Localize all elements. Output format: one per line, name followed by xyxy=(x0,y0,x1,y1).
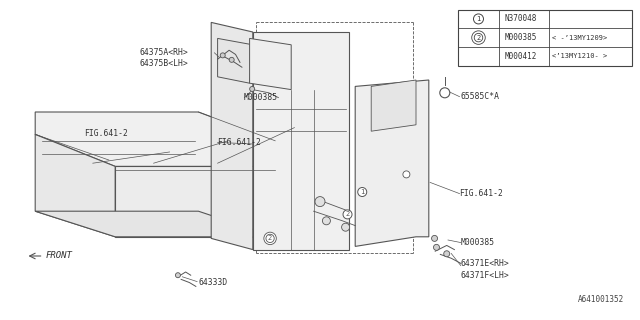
Circle shape xyxy=(315,196,325,207)
Text: 64371E<RH>: 64371E<RH> xyxy=(461,260,509,268)
Circle shape xyxy=(431,236,438,241)
Text: 64371F<LH>: 64371F<LH> xyxy=(461,271,509,280)
Text: FIG.641-2: FIG.641-2 xyxy=(460,189,504,198)
Text: 2: 2 xyxy=(268,236,272,241)
Text: A641001352: A641001352 xyxy=(578,295,624,304)
Text: 1: 1 xyxy=(360,189,364,195)
Text: 1: 1 xyxy=(476,16,481,22)
Circle shape xyxy=(220,53,225,58)
Text: < -’13MY1209>: < -’13MY1209> xyxy=(552,35,607,41)
Circle shape xyxy=(250,86,255,92)
Text: M000412: M000412 xyxy=(504,52,537,61)
Polygon shape xyxy=(211,22,253,250)
Text: 64375B<LH>: 64375B<LH> xyxy=(140,60,188,68)
Polygon shape xyxy=(355,80,429,246)
Text: N370048: N370048 xyxy=(504,14,537,23)
Polygon shape xyxy=(250,38,291,90)
Circle shape xyxy=(444,251,450,257)
Text: 2: 2 xyxy=(346,212,349,217)
Circle shape xyxy=(472,31,485,44)
Text: <’13MY1210- >: <’13MY1210- > xyxy=(552,53,607,59)
Text: 2: 2 xyxy=(476,35,481,41)
Text: 64375A<RH>: 64375A<RH> xyxy=(140,48,188,57)
Circle shape xyxy=(474,14,483,24)
Text: FIG.641-2: FIG.641-2 xyxy=(84,129,129,138)
Circle shape xyxy=(264,232,276,244)
Circle shape xyxy=(323,217,330,225)
Polygon shape xyxy=(35,134,115,237)
Text: M000385: M000385 xyxy=(504,33,537,42)
Circle shape xyxy=(403,171,410,178)
Polygon shape xyxy=(35,112,275,166)
Circle shape xyxy=(175,273,180,278)
Text: 64333D: 64333D xyxy=(198,278,228,287)
Circle shape xyxy=(358,188,367,196)
Polygon shape xyxy=(115,166,275,237)
Circle shape xyxy=(229,57,234,62)
Text: FRONT: FRONT xyxy=(46,252,73,260)
Text: 65585C*A: 65585C*A xyxy=(461,92,500,101)
Circle shape xyxy=(343,210,352,219)
Text: M000385: M000385 xyxy=(461,238,495,247)
Circle shape xyxy=(433,244,440,250)
Circle shape xyxy=(440,88,450,98)
Text: FIG.641-2: FIG.641-2 xyxy=(218,138,262,147)
Circle shape xyxy=(342,223,349,231)
Polygon shape xyxy=(371,80,416,131)
Bar xyxy=(458,10,632,66)
Polygon shape xyxy=(253,32,349,250)
Polygon shape xyxy=(218,38,253,83)
Polygon shape xyxy=(35,211,275,237)
Text: M000385: M000385 xyxy=(243,93,277,102)
Circle shape xyxy=(474,33,483,42)
